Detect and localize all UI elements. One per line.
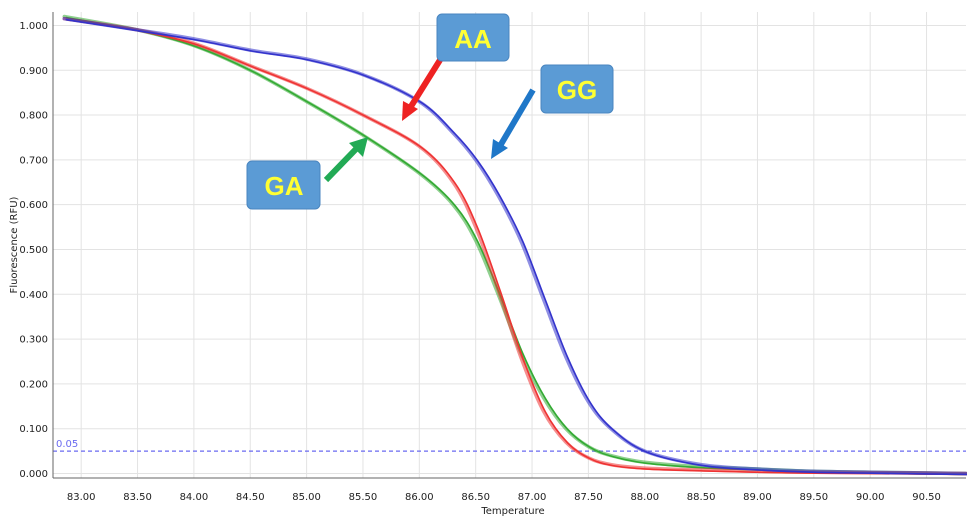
x-tick-label: 90.50 xyxy=(912,492,941,503)
x-tick-label: 88.00 xyxy=(630,492,659,503)
y-tick-label: 0.200 xyxy=(19,379,48,390)
callout-ga-arrow-shaft xyxy=(323,145,360,183)
y-tick-label: 1.000 xyxy=(19,21,48,32)
y-tick-label: 0.300 xyxy=(19,335,48,346)
x-tick-label: 89.00 xyxy=(743,492,772,503)
x-tick-label: 89.50 xyxy=(800,492,829,503)
callout-ga-label: GA xyxy=(265,171,304,201)
callout-gg: GG xyxy=(491,64,614,159)
x-tick-label: 88.50 xyxy=(687,492,716,503)
x-tick-label: 86.50 xyxy=(461,492,490,503)
y-tick-label: 0.800 xyxy=(19,111,48,122)
callout-ga-box xyxy=(246,160,321,210)
x-tick-label: 84.00 xyxy=(180,492,209,503)
y-tick-label: 0.500 xyxy=(19,245,48,256)
threshold-line: 0.05 xyxy=(53,439,966,452)
x-tick-label: 83.00 xyxy=(67,492,96,503)
x-tick-label: 86.00 xyxy=(405,492,434,503)
series-aa-replicate-line xyxy=(65,18,967,476)
y-tick-label: 0.900 xyxy=(19,66,48,77)
y-tick-label: 0.000 xyxy=(19,469,48,480)
x-tick-label: 87.50 xyxy=(574,492,603,503)
x-tick-label: 87.00 xyxy=(518,492,547,503)
callout-aa-arrow-shaft xyxy=(407,58,443,110)
x-tick-label: 85.50 xyxy=(349,492,378,503)
callout-gg-arrow-head xyxy=(491,139,508,159)
series-gg-replicate-line xyxy=(65,18,967,476)
callout-ga: GA xyxy=(246,137,368,210)
y-axis-title: Fluorescence (RFU) xyxy=(9,196,20,293)
callout-aa-box xyxy=(436,13,510,62)
callout-gg-label: GG xyxy=(557,75,597,105)
callout-gg-box xyxy=(540,64,614,114)
x-tick-label: 84.50 xyxy=(236,492,265,503)
callout-aa: AA xyxy=(402,13,510,121)
x-tick-labels: 83.00 83.50 84.00 84.50 85.00 85.50 86.00 86.50… xyxy=(67,492,941,503)
callout-aa-arrow-head xyxy=(402,101,418,121)
y-tick-label: 0.100 xyxy=(19,424,48,435)
x-tick-label: 85.00 xyxy=(292,492,321,503)
x-axis-title: Temperature xyxy=(480,506,544,516)
callout-ga-arrow-head xyxy=(349,137,368,157)
x-tick-label: 90.00 xyxy=(856,492,885,503)
y-tick-label: 0.400 xyxy=(19,290,48,301)
y-tick-labels: 0.000 0.100 0.200 0.300 0.400 0.500 0.600 0.700… xyxy=(19,21,48,480)
y-tick-label: 0.600 xyxy=(19,200,48,211)
threshold-label: 0.05 xyxy=(56,439,78,450)
axes xyxy=(52,12,966,479)
callout-gg-arrow-shaft xyxy=(497,88,536,148)
series-lines xyxy=(62,14,967,476)
x-tick-label: 83.50 xyxy=(123,492,152,503)
y-tick-label: 0.700 xyxy=(19,155,48,166)
callout-aa-label: AA xyxy=(454,24,492,54)
